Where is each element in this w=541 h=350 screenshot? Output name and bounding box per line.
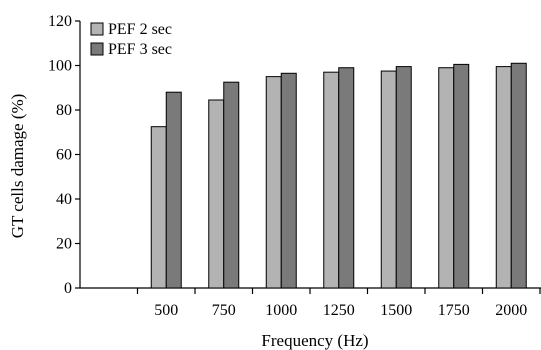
legend-label: PEF 2 sec <box>108 21 172 38</box>
bar-pef-3-sec <box>510 62 527 289</box>
legend-swatch <box>90 42 104 56</box>
bar-pef-2-sec <box>208 99 225 289</box>
bar-pef-3-sec <box>395 66 412 289</box>
x-axis-label: Frequency (Hz) <box>261 331 368 350</box>
x-axis: 500 750 1000 1250 1500 1750 2000 <box>80 287 541 319</box>
y-axis: 0 20 40 60 80 100 120 <box>48 13 81 297</box>
legend-swatch <box>90 22 104 36</box>
x-tick-label: 750 <box>212 302 236 319</box>
bar-pef-3-sec <box>223 81 240 289</box>
x-tick-label: 1250 <box>323 302 355 319</box>
y-tick-label: 100 <box>48 58 72 75</box>
bar-pef-2-sec <box>380 70 397 289</box>
y-tick-label: 80 <box>56 102 72 119</box>
legend-label: PEF 3 sec <box>108 41 172 58</box>
y-tick-label: 0 <box>64 280 72 297</box>
bar-pef-2-sec <box>323 71 340 289</box>
x-tick-label: 2000 <box>495 302 527 319</box>
y-tick-label: 40 <box>56 191 72 208</box>
legend: PEF 2 sec PEF 3 sec <box>90 21 172 58</box>
bar-pef-2-sec <box>495 66 512 289</box>
y-tick-label: 20 <box>56 236 72 253</box>
x-tick-label: 1750 <box>438 302 470 319</box>
bar-pef-3-sec <box>280 72 297 289</box>
x-tick-label: 1000 <box>265 302 297 319</box>
bar-pef-3-sec <box>338 67 355 289</box>
bar-pef-3-sec <box>165 91 182 289</box>
bar-pef-2-sec <box>265 76 282 289</box>
bar-pef-2-sec <box>150 126 167 289</box>
y-tick-label: 60 <box>56 147 72 164</box>
y-axis-label: GT cells damage (%) <box>8 94 27 239</box>
x-tick-label: 1500 <box>380 302 412 319</box>
bars <box>150 62 527 289</box>
bar-pef-3-sec <box>453 63 470 289</box>
y-tick-label: 120 <box>48 13 72 30</box>
x-tick-label: 500 <box>154 302 178 319</box>
bar-pef-2-sec <box>438 67 455 289</box>
